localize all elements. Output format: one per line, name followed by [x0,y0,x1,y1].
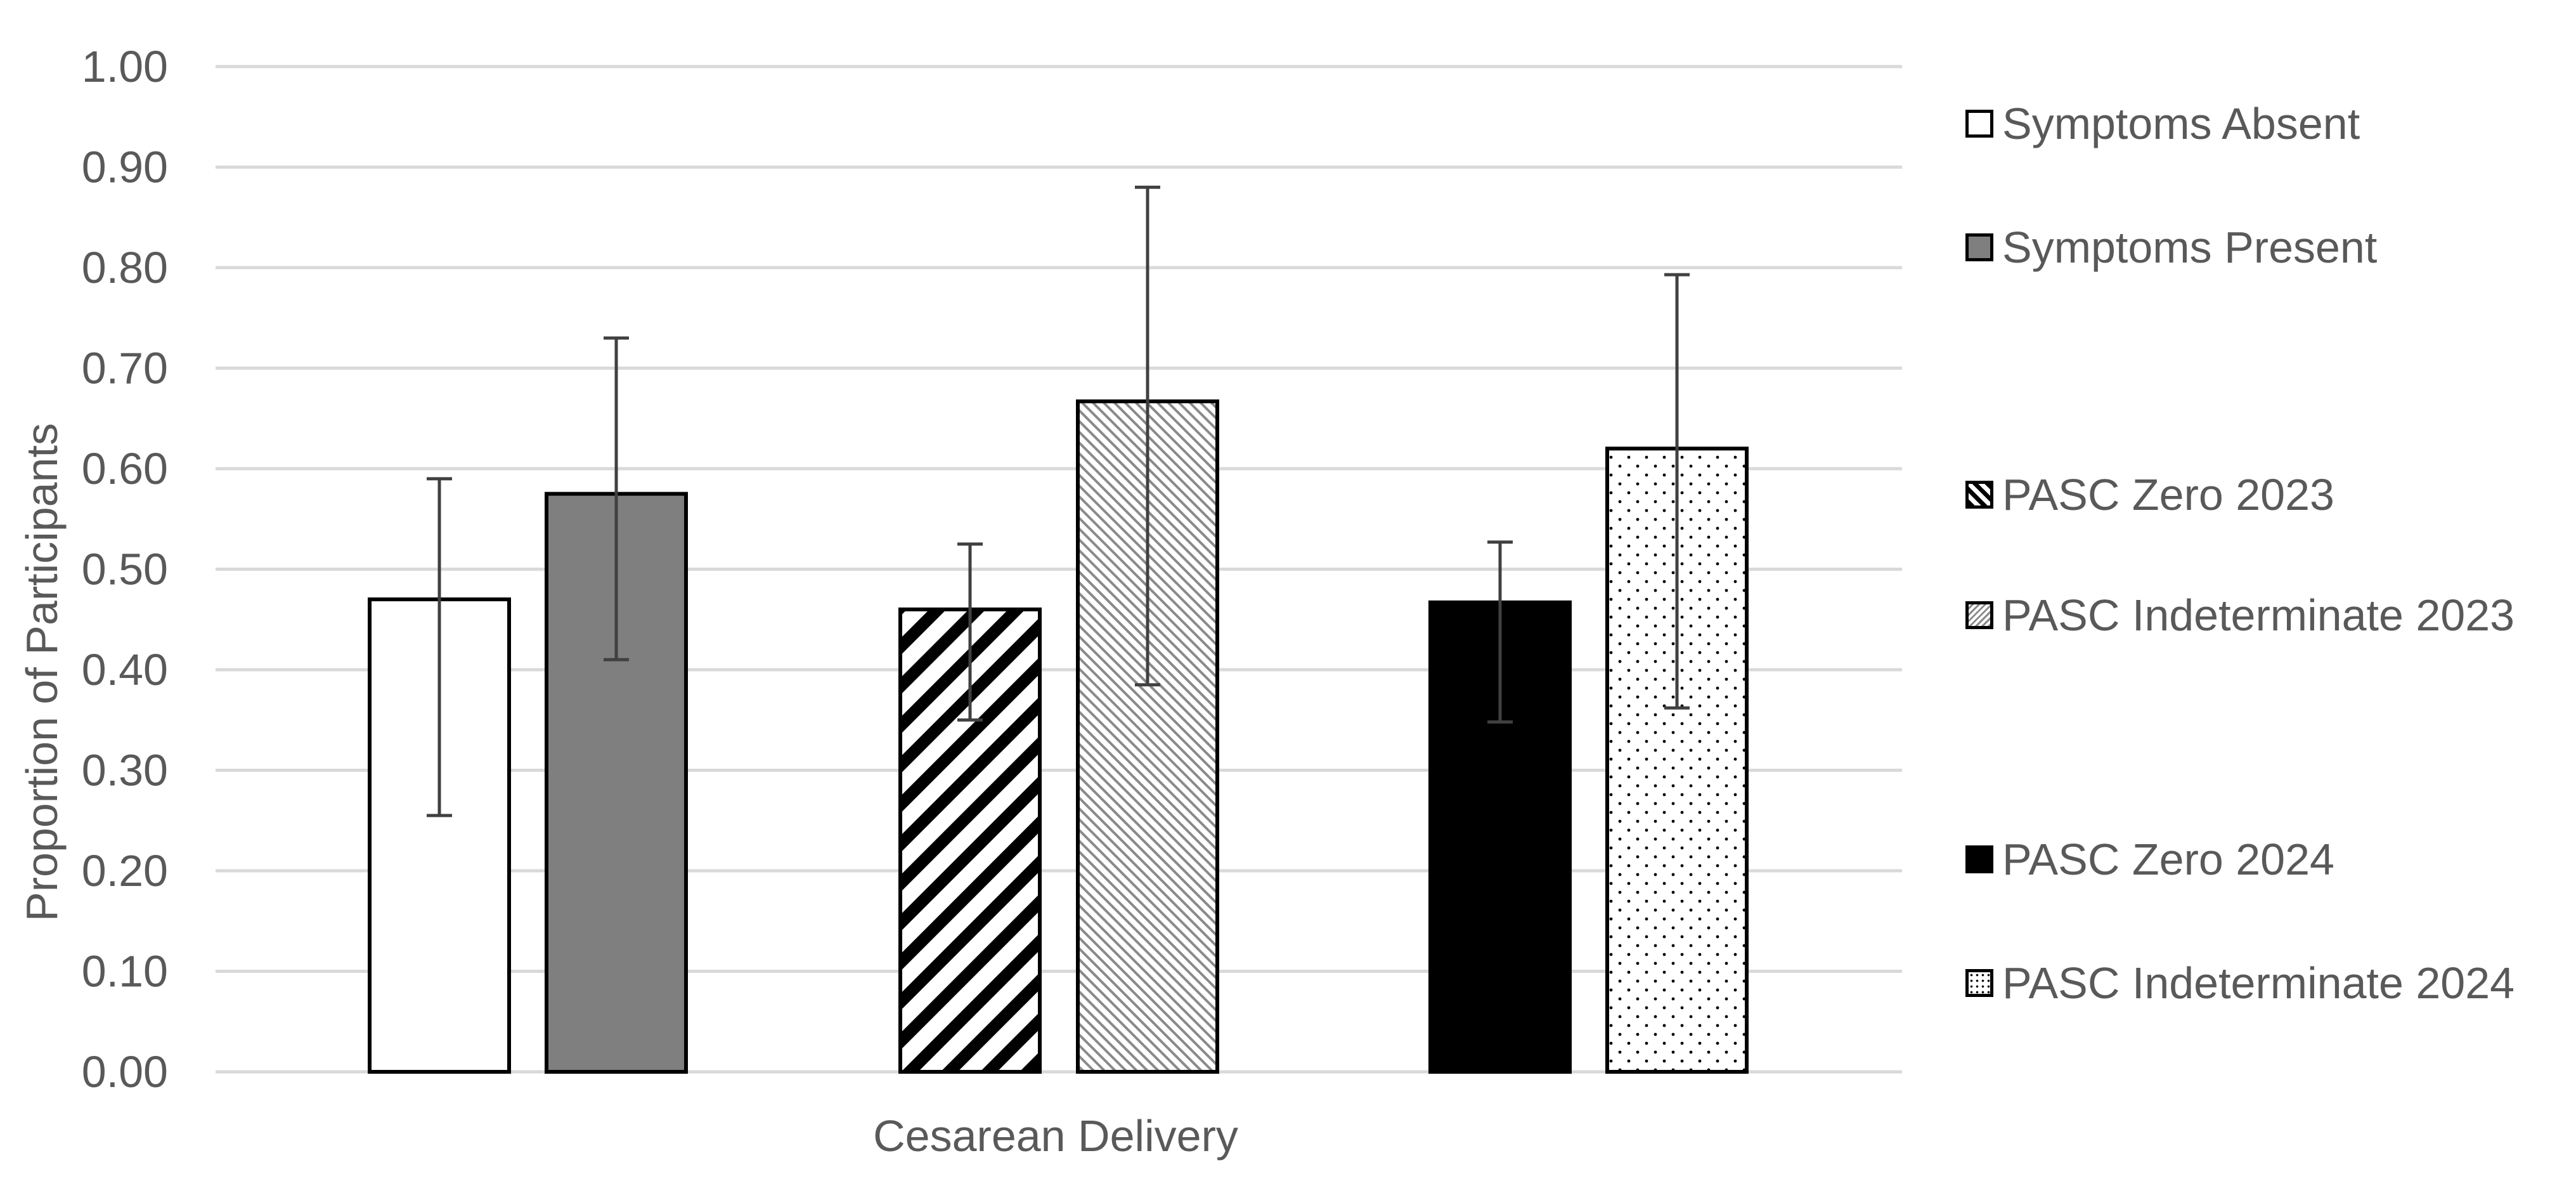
y-tick-label: 0.10 [82,947,168,996]
y-tick-label: 1.00 [82,42,168,91]
error-bar-pasc-indeterminate-2024 [1664,273,1690,710]
y-tick-label: 0.40 [82,645,168,694]
legend-item: PASC Zero 2023 [1965,460,2334,530]
legend-swatch [1965,110,1993,138]
y-axis-title: Proportion of Participants [17,423,67,922]
error-bar-pasc-zero-2023 [957,542,983,722]
legend-item: Symptoms Absent [1965,89,2360,159]
legend-swatch [1965,845,1993,873]
legend-item: PASC Zero 2024 [1965,824,2334,894]
legend-item: PASC Indeterminate 2024 [1965,948,2515,1018]
y-tick-label: 0.50 [82,545,168,594]
legend-label: PASC Zero 2024 [2002,835,2334,884]
y-axis-ticks: 0.00 0.10 0.20 0.30 0.40 0.50 0.60 0.70 0.80 0.90… [82,42,168,1097]
error-bar-pasc-zero-2024 [1487,540,1513,724]
error-bar-symptoms-absent [427,477,452,817]
y-tick-label: 0.60 [82,444,168,493]
legend-label: Symptoms Absent [2002,99,2360,148]
error-bar-pasc-indeterminate-2023 [1135,185,1160,687]
legend-swatch [1965,233,1993,261]
y-tick-label: 0.00 [82,1047,168,1097]
legend-label: PASC Zero 2023 [2002,470,2334,519]
legend-label: Symptoms Present [2002,223,2378,272]
legend-item: PASC Indeterminate 2023 [1965,580,2515,650]
legend-label: PASC Indeterminate 2024 [2002,958,2515,1008]
y-tick-label: 0.30 [82,746,168,795]
y-tick-label: 0.70 [82,344,168,393]
y-tick-label: 0.20 [82,846,168,896]
legend-swatch [1965,969,1993,997]
legend-swatch [1965,601,1993,629]
y-tick-label: 0.90 [82,143,168,192]
error-bars [427,185,1690,817]
x-axis-category-label: Cesarean Delivery [873,1111,1238,1161]
legend-label: PASC Indeterminate 2023 [2002,590,2515,640]
y-tick-label: 0.80 [82,243,168,292]
legend-item: Symptoms Present [1965,212,2377,282]
legend-swatch [1965,481,1993,509]
error-bar-symptoms-present [604,336,629,661]
